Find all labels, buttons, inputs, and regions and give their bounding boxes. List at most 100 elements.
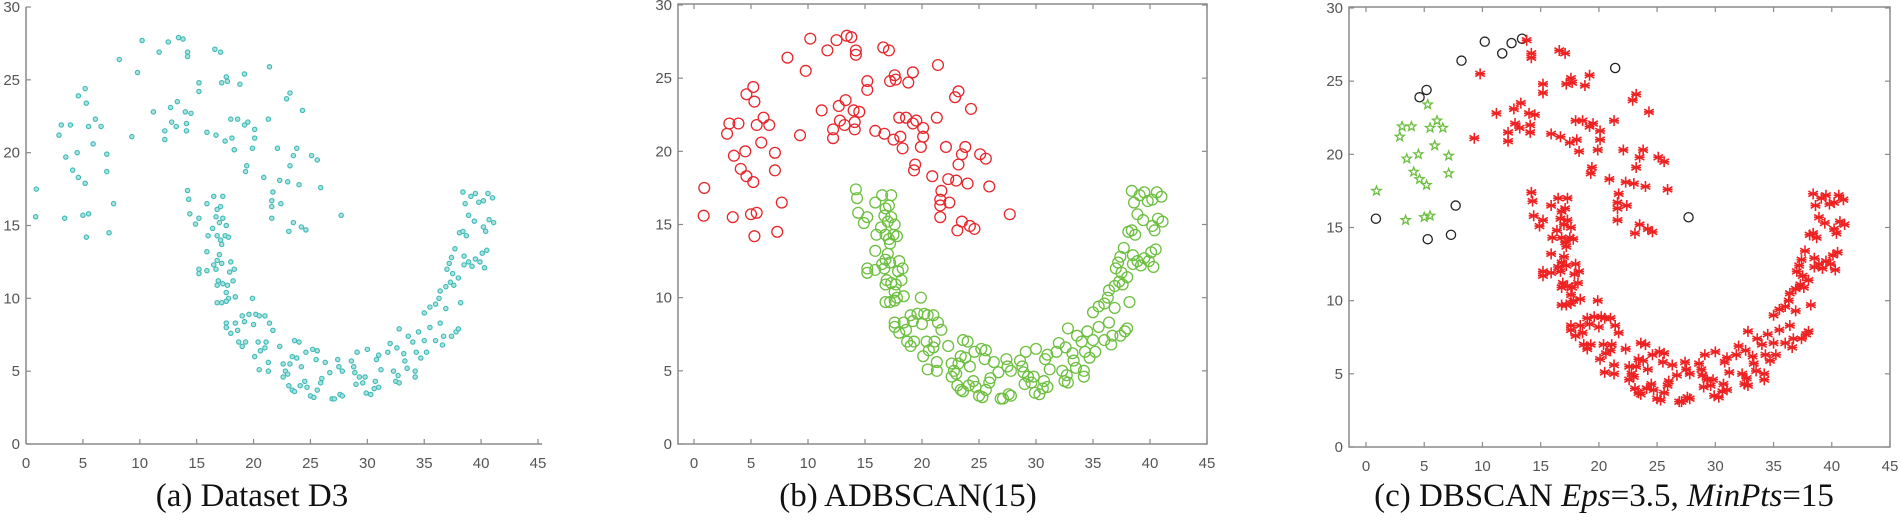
data-point	[1086, 334, 1100, 347]
data-point	[196, 79, 202, 86]
data-point	[1756, 339, 1768, 351]
x-tick-label: 20	[914, 455, 931, 472]
data-point	[184, 49, 191, 55]
data-point	[897, 316, 910, 329]
data-point	[242, 339, 249, 345]
data-point	[1414, 92, 1425, 103]
data-point	[287, 361, 293, 367]
data-point	[979, 152, 992, 165]
data-point	[228, 116, 234, 122]
data-point	[1796, 333, 1807, 345]
data-point	[1098, 297, 1111, 310]
data-point	[952, 158, 965, 171]
data-point	[220, 215, 226, 221]
data-point	[1620, 343, 1631, 355]
data-point	[463, 232, 470, 239]
data-point	[917, 350, 930, 363]
x-tick-label: 20	[1591, 458, 1608, 475]
data-point	[1155, 190, 1168, 203]
data-point	[768, 164, 781, 177]
data-point	[1545, 248, 1557, 260]
data-point	[748, 230, 761, 243]
data-point	[1799, 245, 1811, 257]
x-tick-label: 10	[800, 455, 817, 472]
data-point	[1412, 147, 1425, 160]
data-point	[1612, 197, 1623, 209]
data-point	[1679, 356, 1691, 368]
data-point	[1491, 107, 1502, 119]
data-point	[1731, 349, 1742, 361]
data-point	[849, 44, 862, 57]
data-point	[1127, 196, 1141, 209]
data-point	[1565, 222, 1577, 233]
data-point	[1052, 336, 1065, 350]
data-point	[270, 189, 276, 195]
y-tick-label: 20	[3, 145, 20, 162]
data-point	[480, 224, 487, 230]
data-point	[270, 327, 276, 334]
data-point	[168, 119, 175, 125]
data-point	[184, 53, 191, 60]
data-point	[1547, 232, 1558, 244]
data-point	[1442, 166, 1456, 179]
data-point	[1768, 309, 1779, 321]
data-point	[1592, 295, 1603, 307]
data-point	[150, 109, 157, 115]
data-point	[1393, 130, 1407, 143]
data-point	[230, 278, 236, 284]
data-point	[415, 329, 422, 335]
data-point	[363, 390, 369, 396]
data-point	[296, 339, 302, 345]
data-point	[740, 88, 753, 101]
data-point	[80, 212, 86, 219]
y-tick-label: 25	[1326, 73, 1343, 90]
data-point	[1839, 219, 1850, 231]
data-point	[314, 387, 321, 393]
data-point	[1787, 341, 1798, 353]
data-point	[1784, 287, 1796, 299]
data-point	[1724, 366, 1735, 378]
data-point	[879, 202, 892, 215]
data-point	[1635, 388, 1646, 400]
data-point	[930, 111, 943, 124]
y-tick-label: 0	[12, 436, 20, 453]
data-point	[748, 95, 761, 108]
data-point	[1589, 311, 1600, 323]
data-point	[1537, 87, 1549, 99]
x-tick-label: 30	[359, 455, 376, 472]
data-point	[1399, 213, 1412, 226]
data-point	[290, 152, 297, 159]
data-point	[116, 56, 123, 63]
chart-b: 0 5 10 15 20 25 30 35 40 45 0 5 10 15 20 25 30	[655, 0, 1215, 472]
data-point	[228, 259, 234, 265]
data-point	[1092, 300, 1105, 313]
data-point	[1420, 178, 1433, 191]
data-point	[804, 32, 817, 45]
x-tick-label: 0	[22, 455, 30, 472]
data-point	[1566, 77, 1578, 89]
data-point	[455, 275, 462, 281]
data-point	[218, 260, 225, 267]
data-point	[847, 104, 860, 117]
data-point	[83, 100, 90, 106]
data-point	[104, 151, 110, 157]
data-point	[1762, 328, 1773, 340]
data-point	[931, 58, 945, 72]
plot-box	[677, 3, 1208, 445]
data-point	[1559, 202, 1571, 214]
data-point	[1663, 375, 1674, 387]
data-point	[1121, 322, 1134, 335]
data-point	[1428, 138, 1442, 151]
data-point	[907, 164, 921, 177]
data-point	[1811, 232, 1822, 244]
data-point	[410, 339, 416, 345]
series-b-1	[849, 183, 1169, 405]
data-point	[1819, 217, 1830, 229]
data-point	[67, 122, 74, 128]
data-point	[799, 64, 812, 77]
data-point	[1442, 149, 1456, 162]
data-point	[1817, 262, 1828, 274]
data-point	[1125, 184, 1138, 197]
data-point	[827, 123, 840, 136]
data-point	[747, 80, 760, 93]
